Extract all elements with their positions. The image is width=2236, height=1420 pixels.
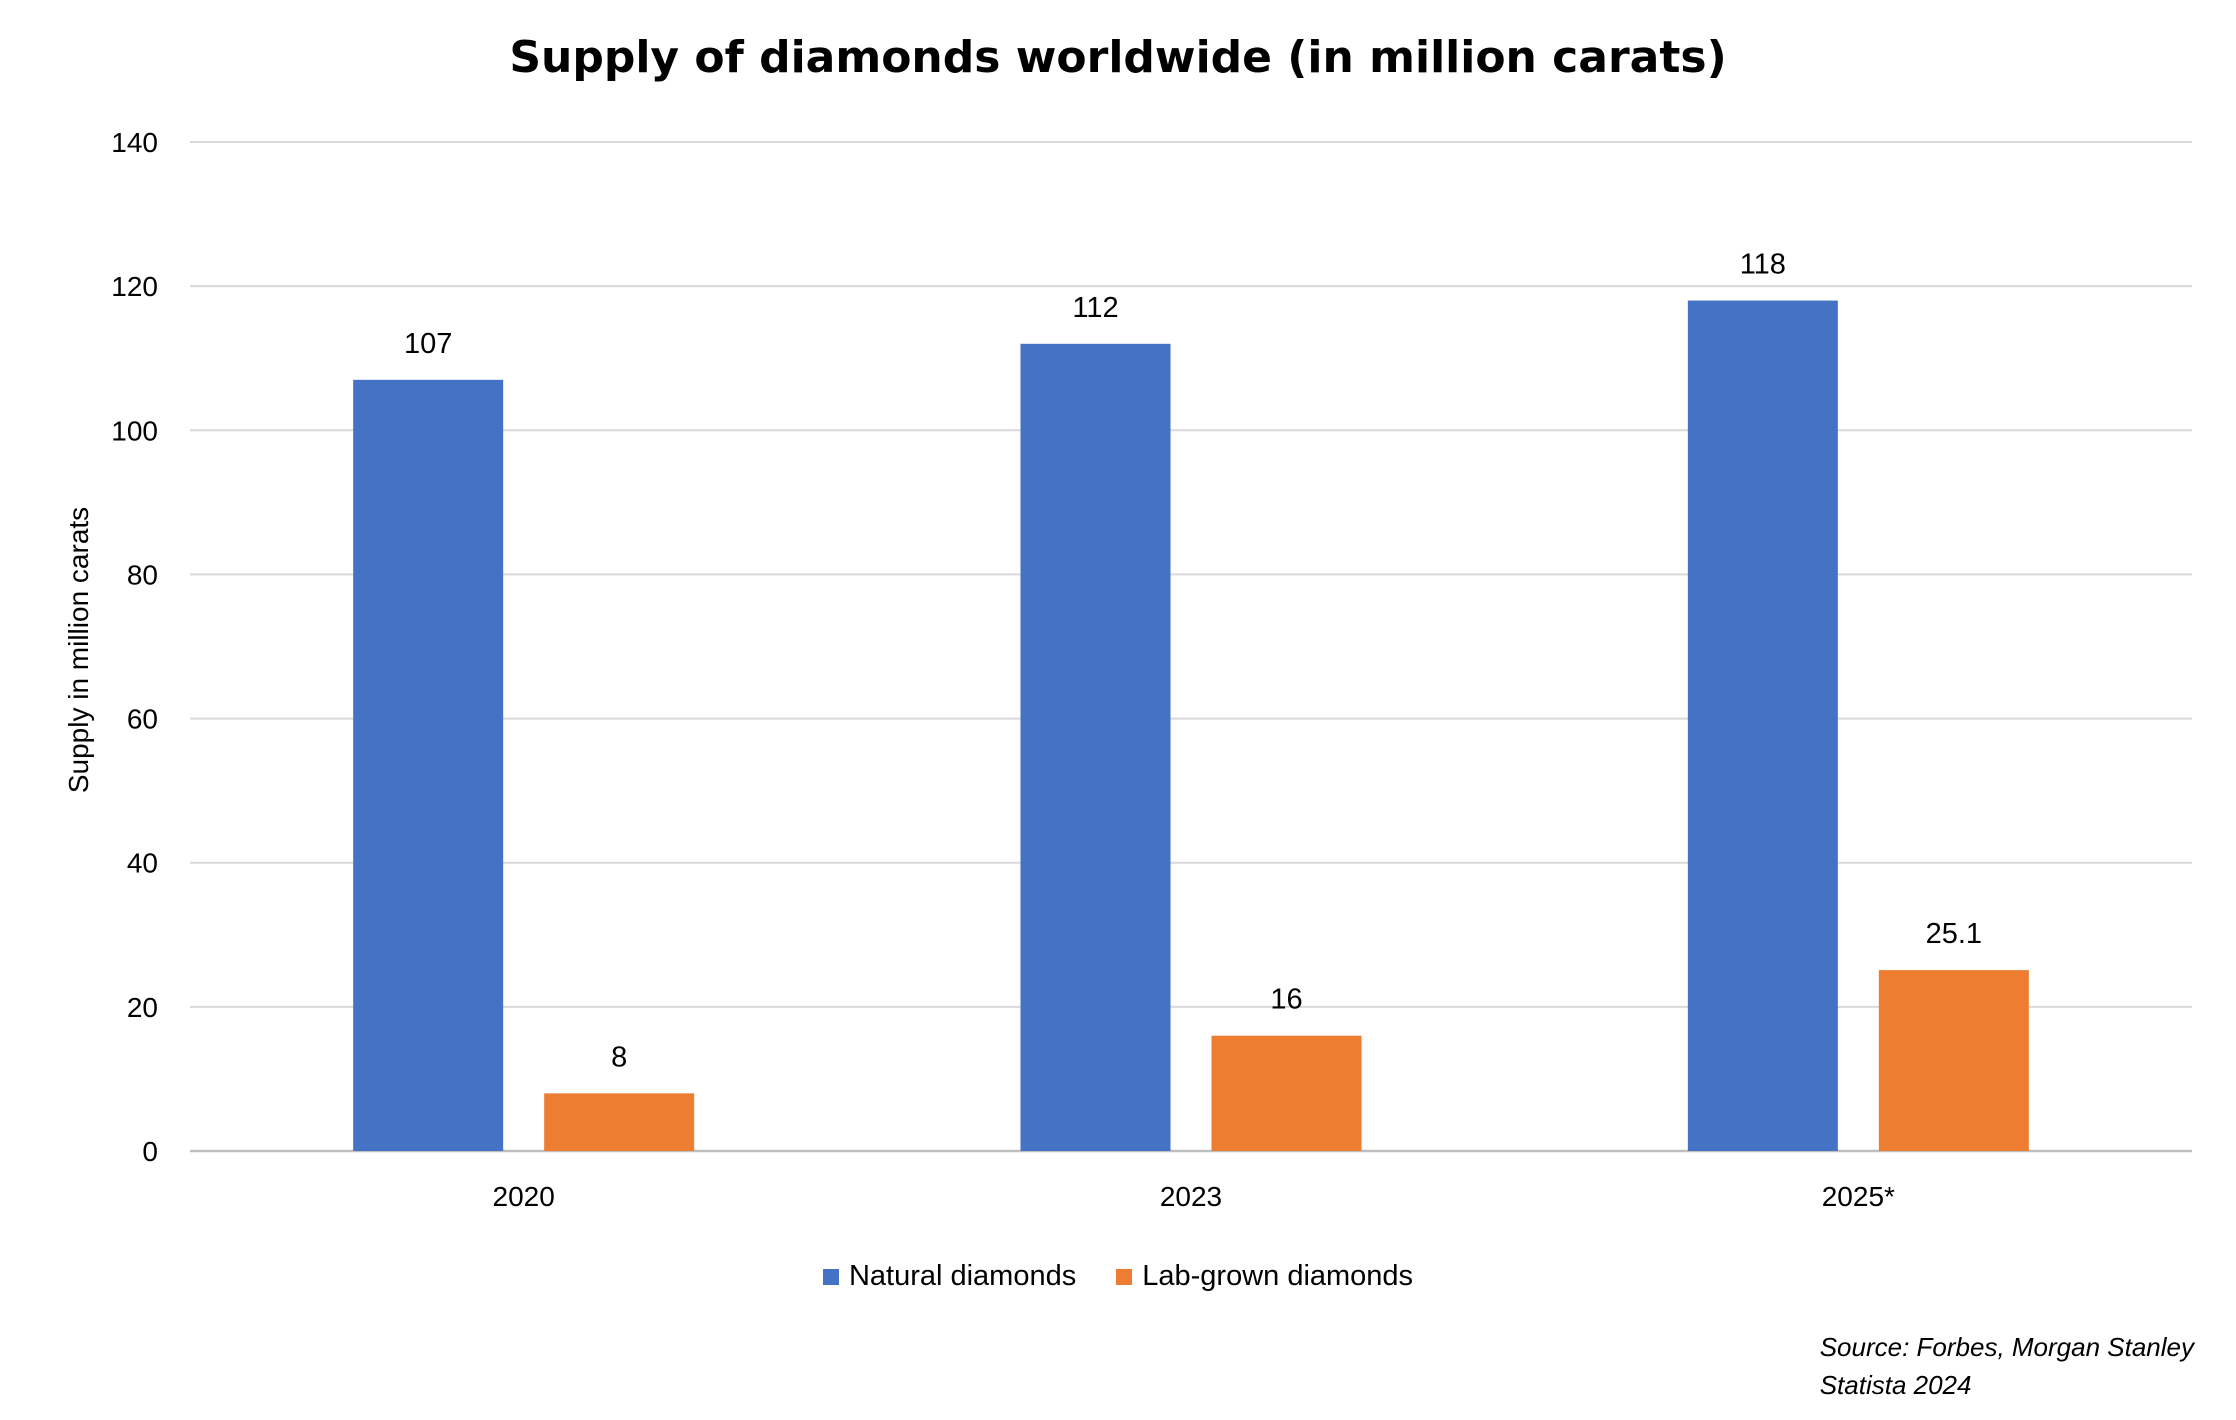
data-label: 25.1 xyxy=(1926,918,1982,950)
y-axis-ticks: 0 20 40 60 80 100 120 140 xyxy=(111,127,158,1167)
data-label: 107 xyxy=(404,328,452,360)
source-line-1: Source: Forbes, Morgan Stanley xyxy=(1819,1332,2194,1362)
y-tick-label: 20 xyxy=(127,992,158,1023)
y-axis-title: Supply in million carats xyxy=(63,507,94,793)
bar-natural-2025[interactable] xyxy=(1687,300,1838,1151)
bar-natural-2020[interactable] xyxy=(353,379,504,1152)
x-tick-label: 2025* xyxy=(1822,1181,1895,1212)
bar-natural-2023[interactable] xyxy=(1020,343,1171,1151)
source-line-2: Statista 2024 xyxy=(1819,1370,1972,1400)
bar-lab-grown-2023[interactable] xyxy=(1211,1035,1362,1151)
y-tick-label: 120 xyxy=(111,271,158,302)
legend-item-lab-grown[interactable]: Lab-grown diamonds xyxy=(1116,1260,1413,1293)
data-labels: 107 8 112 16 118 25.1 xyxy=(404,249,1982,1074)
source-note: Source: Forbes, Morgan Stanley Statista … xyxy=(1820,1328,2194,1404)
data-label: 16 xyxy=(1270,984,1302,1016)
x-tick-label: 2023 xyxy=(1160,1181,1222,1212)
legend-swatch-natural xyxy=(822,1268,839,1285)
y-tick-label: 0 xyxy=(142,1136,158,1167)
bar-lab-grown-2025[interactable] xyxy=(1878,970,2029,1151)
x-axis-ticks: 2020 2023 2025* xyxy=(493,1181,1896,1212)
legend-label-lab-grown: Lab-grown diamonds xyxy=(1142,1260,1414,1292)
data-label: 118 xyxy=(1740,249,1786,281)
chart-title: Supply of diamonds worldwide (in million… xyxy=(509,32,1727,83)
legend: Natural diamonds Lab-grown diamonds xyxy=(0,1260,2236,1293)
data-label: 8 xyxy=(611,1041,627,1073)
legend-item-natural[interactable]: Natural diamonds xyxy=(822,1260,1077,1293)
y-tick-label: 140 xyxy=(111,127,158,158)
x-tick-label: 2020 xyxy=(493,1181,555,1212)
y-tick-label: 60 xyxy=(127,704,158,735)
legend-label-natural: Natural diamonds xyxy=(848,1260,1077,1292)
y-tick-label: 100 xyxy=(111,415,158,446)
legend-swatch-lab-grown xyxy=(1116,1268,1133,1285)
bar-lab-grown-2020[interactable] xyxy=(544,1093,695,1151)
y-tick-label: 40 xyxy=(127,848,158,879)
data-label: 112 xyxy=(1072,292,1118,324)
bars xyxy=(353,300,2029,1152)
y-tick-label: 80 xyxy=(127,559,158,590)
gridlines xyxy=(190,141,2192,1153)
